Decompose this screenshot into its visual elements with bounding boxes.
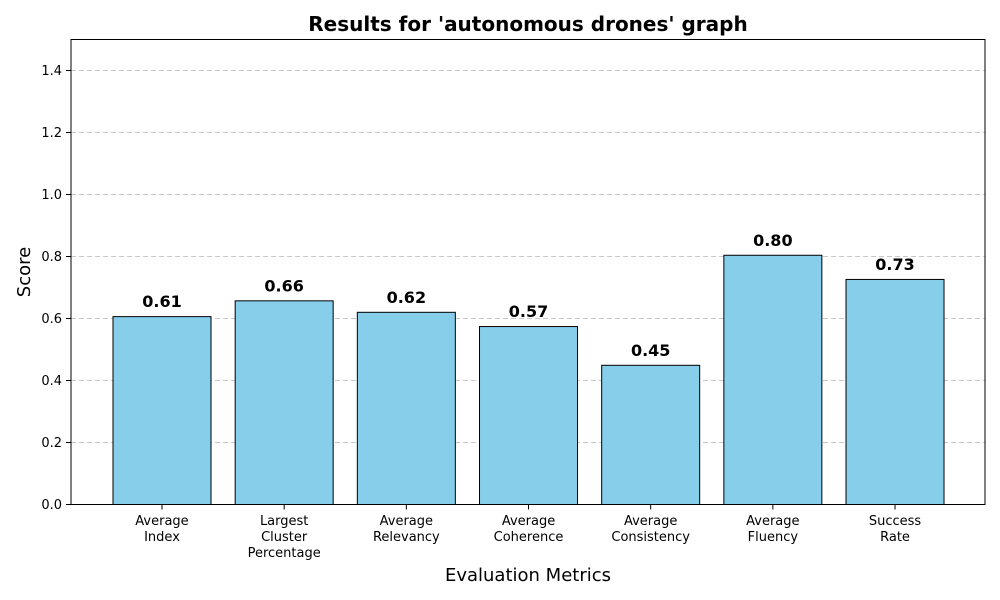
x-tick-label: Average [746,514,799,529]
x-tick-label: Relevancy [373,530,440,545]
gridlines [71,70,985,443]
x-tick-label: Average [135,514,188,529]
bar [845,278,945,505]
plot-frame [70,39,986,505]
x-tick-label: Consistency [611,530,690,545]
bar [479,326,579,505]
bars [112,254,945,506]
data-label: 0.57 [509,302,548,321]
x-tick-label: Percentage [248,546,321,561]
bar [723,254,823,505]
y-tick-label: 0.6 [41,312,62,327]
x-tick-label: Average [502,514,555,529]
y-axis-label: Score [14,247,35,297]
x-axis-ticks: AverageIndexLargestClusterPercentageAver… [135,504,922,561]
bar [601,364,701,505]
y-axis-ticks: 0.0 0.2 0.4 0.6 0.8 1.0 1.2 1.4 [41,64,71,513]
bar [112,316,212,506]
x-tick-label: Largest [260,514,308,529]
x-tick-label: Success [869,514,922,529]
y-tick-label: 1.4 [41,64,62,79]
data-label: 0.73 [875,255,914,274]
x-tick-label: Fluency [748,530,799,545]
bar [234,300,334,505]
x-tick-label: Coherence [494,530,564,545]
y-tick-label: 1.2 [41,126,62,141]
data-label: 0.61 [142,292,181,311]
chart-title: Results for 'autonomous drones' graph [308,12,747,36]
x-tick-label: Cluster [261,530,308,545]
data-label: 0.62 [387,288,426,307]
data-label: 0.80 [753,231,792,250]
x-tick-label: Average [624,514,677,529]
y-tick-label: 0.2 [41,436,62,451]
x-tick-label: Average [380,514,433,529]
data-label: 0.66 [264,276,303,295]
y-tick-label: 0.4 [41,374,62,389]
y-tick-label: 0.0 [41,498,62,513]
bar [356,311,456,505]
x-tick-label: Index [144,530,180,545]
data-labels: 0.61 0.66 0.62 0.57 0.45 0.80 0.73 [142,231,915,360]
y-tick-label: 1.0 [41,188,62,203]
y-tick-label: 0.8 [41,250,62,265]
x-tick-label: Rate [880,530,910,545]
data-label: 0.45 [631,341,670,360]
x-axis-label: Evaluation Metrics [445,565,611,586]
